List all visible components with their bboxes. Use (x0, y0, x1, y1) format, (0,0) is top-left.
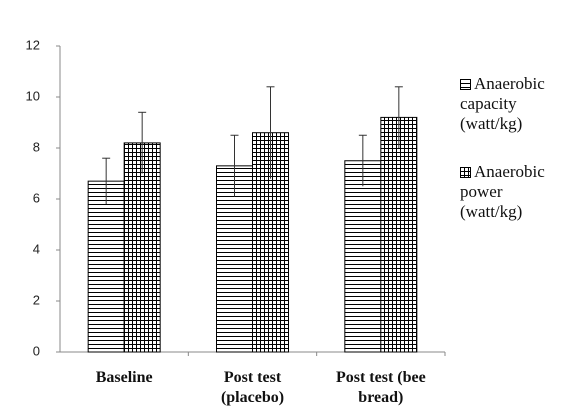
bar (87, 180, 125, 353)
legend-label: Anaerobic power (watt/kg) (460, 162, 545, 221)
bar (344, 160, 382, 353)
y-tick-label: 8 (33, 139, 40, 154)
y-tick-label: 0 (33, 343, 40, 358)
legend-item: Anaerobic power (watt/kg) (460, 162, 565, 222)
legend-label: Anaerobic capacity (watt/kg) (460, 74, 545, 133)
y-tick-label: 6 (33, 190, 40, 205)
bar (380, 116, 418, 353)
legend-swatch (460, 79, 471, 90)
bar (216, 165, 253, 353)
y-tick-label: 4 (33, 241, 40, 256)
y-tick-label: 12 (26, 37, 40, 52)
legend-swatch (460, 167, 471, 178)
x-tick-label: Post test (bee bread) (335, 369, 426, 406)
y-tick-label: 2 (33, 292, 40, 307)
bar (123, 142, 161, 353)
legend-swatch-rect (460, 79, 471, 90)
legend-item: Anaerobic capacity (watt/kg) (460, 74, 565, 134)
y-tick-label: 10 (26, 88, 40, 103)
x-tick-label: Baseline (95, 369, 153, 386)
x-tick-label: Post test (placebo) (220, 369, 285, 406)
legend-swatch-rect (460, 167, 471, 178)
